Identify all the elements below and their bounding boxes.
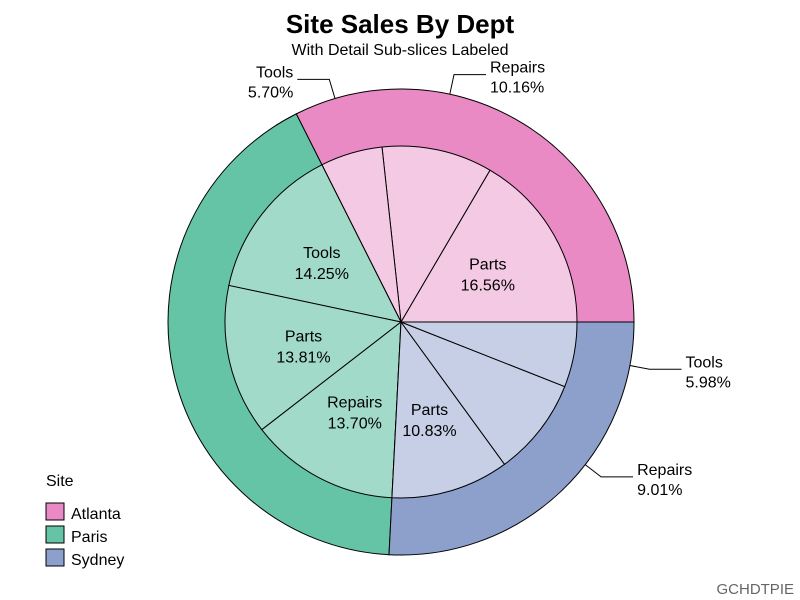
data-slice-label-atlanta-repairs-name: Repairs [490, 60, 545, 77]
data-slice-label-atlanta-parts-value: 16.56% [461, 277, 515, 294]
data-slice-label-sydney-parts-value: 10.83% [402, 423, 456, 440]
data-slice-label-sydney-parts-name: Parts [411, 402, 448, 419]
legend-label-atlanta: Atlanta [71, 506, 121, 523]
data-slice-label-paris-tools-name: Tools [303, 245, 340, 262]
data-slice-label-atlanta-parts-name: Parts [469, 256, 506, 273]
legend: Site Atlanta Paris Sydney [45, 473, 124, 569]
label-group: Parts 16.56% Repairs 10.16% Tools 5.70% Tools 1… [248, 60, 731, 499]
legend-title: Site [46, 473, 74, 490]
data-slice-label-paris-parts-name: Parts [285, 328, 322, 345]
slice-group [167, 88, 635, 556]
legend-label-sydney: Sydney [71, 552, 124, 569]
data-slice-label-atlanta-tools-value: 5.70% [248, 84, 293, 101]
legend-label-paris: Paris [71, 529, 107, 546]
inner-slice-paris-parts [224, 284, 403, 431]
inner-slice-paris-tools [228, 164, 402, 323]
inner-slice-atlanta-repairs [381, 145, 491, 324]
chart-subtitle: With Detail Sub-slices Labeled [292, 42, 509, 59]
data-slice-label-paris-repairs-value: 13.70% [328, 416, 382, 433]
inner-slice-sydney-repairs [399, 320, 566, 466]
data-slice-label-atlanta-repairs-leader [449, 74, 486, 95]
data-slice-label-sydney-tools-leader [629, 365, 682, 370]
data-slice-label-paris-tools-value: 14.25% [295, 266, 349, 283]
data-slice-label-sydney-repairs-name: Repairs [637, 462, 692, 479]
data-slice-label-paris-repairs-name: Repairs [327, 395, 382, 412]
data-slice-label-paris-parts-value: 13.81% [276, 349, 330, 366]
legend-swatch-atlanta [45, 502, 65, 521]
data-slice-label-sydney-tools-name: Tools [686, 354, 723, 371]
data-slice-label-sydney-repairs-leader [584, 464, 634, 478]
legend-swatch-sydney [45, 548, 65, 567]
inner-slice-sydney-tools [400, 321, 578, 388]
data-slice-label-atlanta-tools-name: Tools [256, 64, 293, 81]
footer-code: GCHDTPIE [716, 581, 794, 598]
chart-title: Site Sales By Dept [286, 9, 515, 39]
inner-slice-sydney-parts [391, 320, 506, 499]
data-slice-label-sydney-tools-value: 5.98% [686, 374, 731, 391]
data-slice-label-sydney-repairs-value: 9.01% [637, 482, 682, 499]
inner-slice-paris-repairs [261, 320, 402, 499]
legend-swatch-paris [45, 525, 65, 544]
data-slice-label-atlanta-repairs-value: 10.16% [490, 80, 544, 97]
inner-slice-atlanta-parts [400, 169, 578, 323]
data-slice-label-atlanta-tools-leader [297, 78, 336, 99]
